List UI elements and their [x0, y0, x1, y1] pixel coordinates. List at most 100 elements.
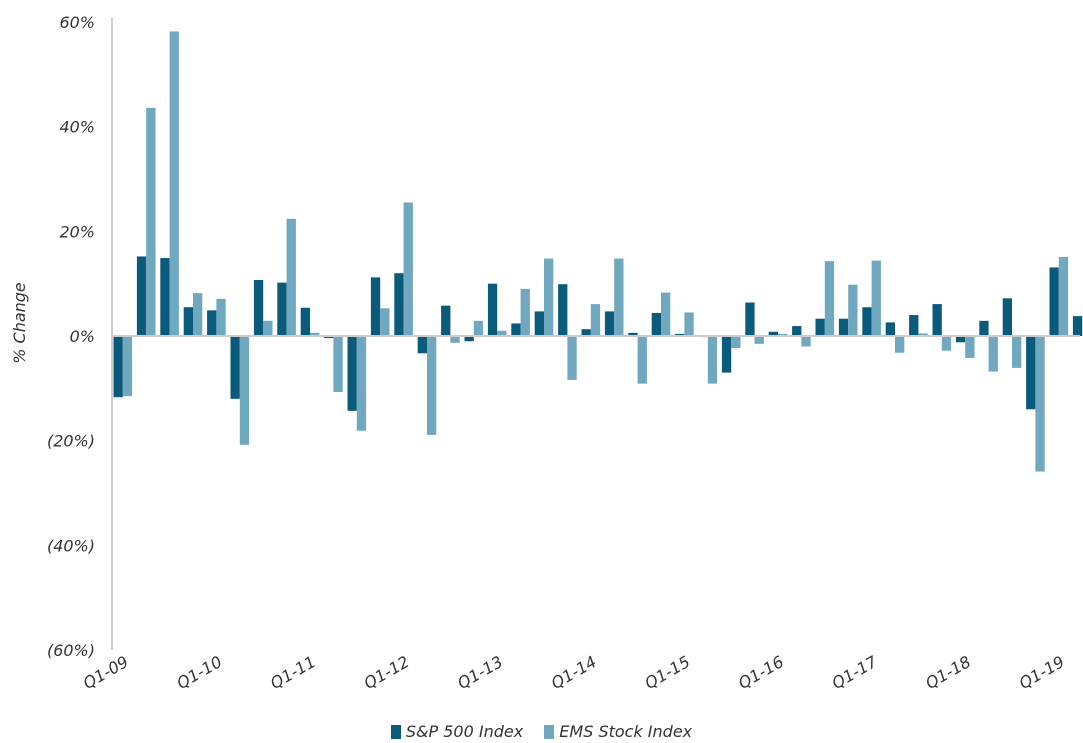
bar-sp500 [230, 336, 240, 399]
y-tick-label: 20% [59, 222, 95, 241]
bar-sp500 [300, 307, 310, 336]
bar-ems [497, 330, 507, 336]
bar-sp500 [768, 331, 778, 336]
y-tick-label: 40% [59, 118, 95, 137]
bar-sp500 [511, 323, 521, 336]
bar-sp500 [253, 280, 264, 336]
bar-ems [941, 336, 952, 351]
bar-sp500 [792, 326, 802, 336]
bar-ems [801, 336, 811, 347]
bar-ems [544, 258, 554, 336]
bar-ems [239, 336, 250, 445]
bar-ems [988, 336, 998, 372]
bar-ems [684, 312, 694, 336]
bar-ems [193, 293, 203, 336]
bar-sp500 [604, 311, 615, 336]
legend-item-ems: EMS Stock Index [544, 722, 692, 741]
bar-ems [731, 336, 741, 349]
y-tick-label: 0% [70, 327, 95, 346]
bar-ems [778, 333, 788, 336]
bar-ems [895, 336, 905, 353]
bar-sp500 [932, 304, 942, 336]
bar-sp500 [979, 320, 989, 336]
legend-swatch-ems [544, 724, 555, 739]
bar-ems [286, 218, 296, 336]
bar-sp500 [651, 312, 661, 336]
bar-ems [824, 261, 835, 336]
x-tick-label: Q1-18 [922, 652, 974, 693]
x-axis-ticks: Q1-09 Q1-10 Q1-11 Q1-12 Q1-13 Q1-14 Q1-15 Q1-16… [80, 652, 1068, 693]
bar-ems [614, 258, 624, 336]
bar-sp500 [136, 256, 147, 336]
bar-ems [567, 336, 577, 380]
bar-ems [754, 336, 764, 344]
bar-ems [216, 298, 226, 336]
legend-swatch-sp500 [390, 724, 401, 739]
bar-sp500 [441, 305, 451, 336]
x-tick-label: Q1-19 [1016, 652, 1068, 693]
bar-sp500 [721, 336, 732, 373]
y-tick-label: (20%) [47, 432, 95, 451]
bar-sp500 [394, 273, 404, 336]
bar-sp500 [558, 284, 568, 336]
y-tick-label: (40%) [47, 536, 95, 555]
bar-sp500 [160, 258, 170, 336]
bar-sp500 [277, 282, 287, 336]
bar-sp500 [324, 336, 334, 339]
x-tick-label: Q1-16 [735, 652, 787, 693]
bar-ems [871, 260, 881, 336]
x-tick-label: Q1-12 [361, 652, 413, 693]
legend: S&P 500 Index EMS Stock Index [0, 722, 1083, 743]
x-tick-label: Q1-11 [267, 652, 319, 693]
bar-sp500 [581, 329, 591, 336]
bar-sp500 [815, 318, 825, 336]
x-tick-label: Q1-14 [548, 652, 600, 693]
bar-sp500 [113, 336, 123, 398]
bar-ems [965, 336, 975, 358]
bar-ems [146, 107, 156, 336]
y-axis-title: % Change [10, 282, 29, 364]
bar-sp500 [534, 311, 544, 336]
bar-ems [122, 336, 133, 397]
bar-ems [473, 320, 484, 336]
bar-ems [403, 202, 413, 336]
legend-label-sp500: S&P 500 Index [405, 722, 524, 741]
bar-ems [450, 336, 460, 343]
bar-ems [848, 284, 858, 336]
legend-label-ems: EMS Stock Index [559, 722, 693, 741]
bar-sp500 [885, 322, 895, 336]
bar-sp500 [1049, 267, 1059, 336]
x-tick-label: Q1-10 [173, 652, 225, 693]
bar-chart: (60%)(40%)(20%)0%20%40%60% Q1-09 Q1-10 Q1-… [10, 13, 1083, 693]
bar-sp500 [909, 315, 919, 336]
bar-ems [1058, 256, 1069, 336]
bar-ems [169, 31, 179, 336]
bar-sp500 [207, 310, 217, 336]
bar-ems [310, 332, 320, 336]
x-tick-label: Q1-13 [454, 652, 506, 693]
bar-sp500 [183, 307, 193, 336]
y-tick-label: (60%) [47, 641, 95, 660]
bar-ems [707, 336, 718, 384]
bar-sp500 [487, 283, 498, 336]
y-tick-label: 60% [59, 13, 95, 32]
bar-sp500 [838, 318, 849, 336]
bar-sp500 [862, 307, 872, 336]
bar-sp500 [417, 336, 427, 354]
x-tick-label: Q1-15 [641, 652, 693, 693]
bar-sp500 [370, 277, 381, 336]
bar-ems [1012, 336, 1022, 368]
bar-sp500 [464, 336, 474, 342]
bar-sp500 [628, 332, 638, 336]
bar-ems [380, 308, 390, 336]
bar-sp500 [955, 336, 966, 343]
bar-sp500 [347, 336, 357, 411]
legend-item-sp500: S&P 500 Index [390, 722, 524, 741]
bar-ems [1035, 336, 1045, 472]
bar-ems [590, 304, 601, 336]
bar-sp500 [1072, 316, 1083, 336]
bar-ems [263, 320, 273, 336]
bar-ems [427, 336, 437, 435]
bar-sp500 [1026, 336, 1036, 410]
bar-ems [333, 336, 343, 392]
